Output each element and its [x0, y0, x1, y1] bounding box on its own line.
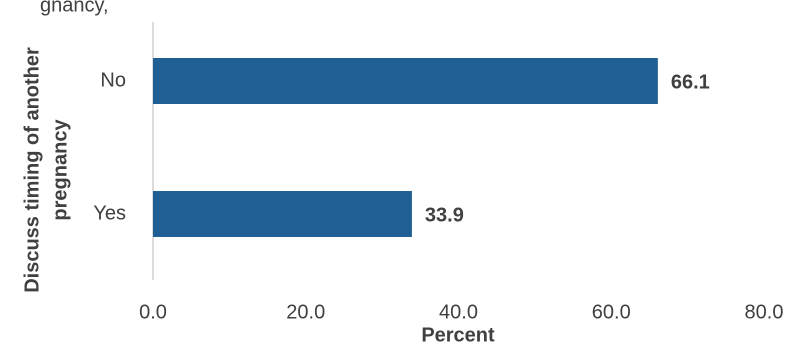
chart-title: gnancy, — [40, 0, 109, 16]
x-axis-title: Percent — [421, 324, 495, 345]
y-tick-label: No — [100, 69, 126, 91]
bar — [153, 191, 412, 237]
bar — [153, 58, 658, 104]
x-tick-label: 0.0 — [139, 301, 167, 323]
y-axis-title-line: pregnancy — [49, 119, 71, 221]
x-tick-label: 40.0 — [439, 301, 478, 323]
value-label: 33.9 — [425, 204, 464, 226]
y-axis-title-line: Discuss timing of another — [21, 47, 43, 293]
value-label: 66.1 — [671, 71, 710, 93]
y-tick-label: Yes — [93, 202, 126, 224]
x-tick-label: 60.0 — [592, 301, 631, 323]
x-tick-label: 80.0 — [745, 301, 784, 323]
y-axis-title: Discuss timing of another pregnancy — [21, 47, 71, 293]
x-tick-label: 20.0 — [286, 301, 325, 323]
